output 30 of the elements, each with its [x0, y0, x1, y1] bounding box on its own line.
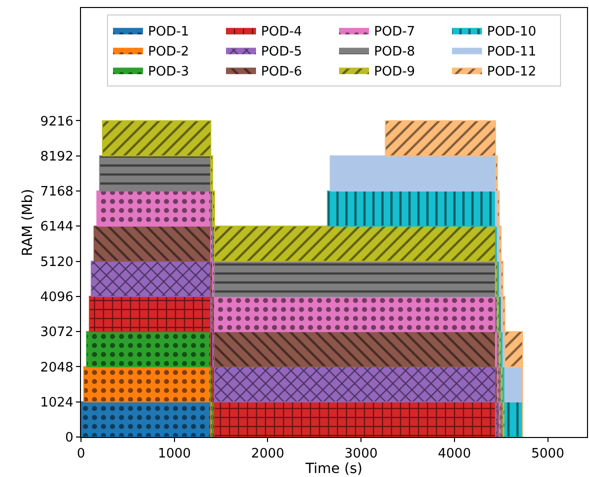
y-tick-label: 8192: [40, 149, 74, 164]
x-tick-label: 0: [76, 446, 86, 462]
y-tick-label: 5120: [40, 254, 74, 270]
legend-label: POD-1: [148, 24, 190, 40]
legend-label: POD-2: [148, 44, 190, 60]
legend-label: POD-12: [487, 64, 536, 80]
y-axis-title: RAM (Mb): [20, 188, 36, 256]
y-tick-label: 1024: [40, 395, 74, 410]
x-tick-label: 4000: [438, 446, 471, 462]
x-tick-label: 3000: [344, 446, 378, 462]
legend-label: POD-9: [374, 64, 416, 80]
y-tick-label: 0: [65, 430, 74, 446]
y-tick-label: 4096: [40, 290, 74, 305]
legend-label: POD-11: [487, 44, 536, 60]
legend-label: POD-3: [148, 64, 190, 80]
x-axis-title: Time (s): [304, 461, 362, 477]
x-tick-label: 1000: [158, 446, 191, 462]
legend-label: POD-6: [261, 64, 302, 80]
legend-label: POD-4: [261, 24, 302, 40]
legend-label: POD-8: [374, 44, 416, 60]
legend-label: POD-10: [487, 24, 536, 40]
legend-label: POD-5: [261, 44, 302, 60]
y-tick-label: 7168: [40, 184, 74, 200]
y-tick-label: 3072: [40, 325, 74, 340]
x-tick-label: 5000: [531, 446, 564, 462]
y-tick-label: 6144: [40, 220, 74, 235]
legend-label: POD-7: [374, 24, 416, 40]
x-tick-label: 2000: [251, 446, 284, 462]
y-tick-label: 9216: [40, 114, 74, 130]
y-tick-label: 2048: [40, 360, 74, 376]
